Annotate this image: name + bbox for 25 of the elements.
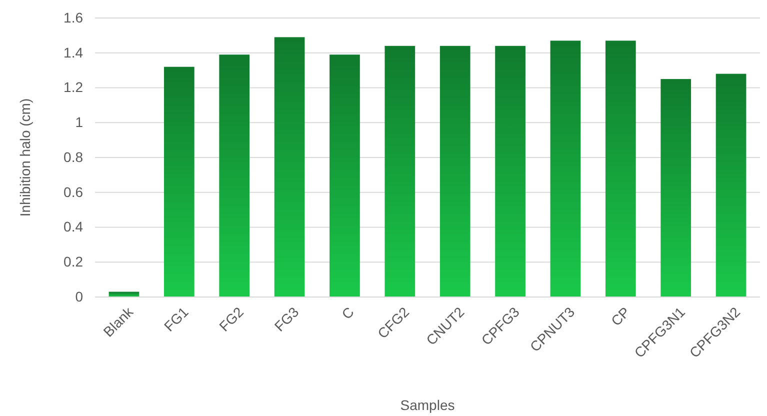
y-axis-title: Inhibition halo (cm) <box>17 98 33 217</box>
x-tick-label: C <box>338 304 357 322</box>
bar <box>716 74 746 297</box>
y-tick-label: 0.8 <box>64 148 84 165</box>
x-axis-title: Samples <box>400 397 455 413</box>
bar <box>440 46 470 297</box>
bar <box>660 79 692 297</box>
y-tick-label: 0.6 <box>64 184 84 200</box>
x-tick-label: CP <box>608 304 633 329</box>
y-tick-label: 0.4 <box>64 218 84 235</box>
bar <box>550 40 581 297</box>
y-tick-label: 1.2 <box>64 79 84 96</box>
x-tick-label: FG1 <box>160 304 192 334</box>
bar <box>495 46 526 297</box>
bar <box>384 46 416 297</box>
y-tick-label: 0.2 <box>64 254 84 270</box>
bar <box>219 54 250 297</box>
y-tick-label: 1 <box>75 114 84 130</box>
y-tick-label: 1.6 <box>64 9 84 26</box>
bar <box>605 40 636 297</box>
y-tick-label: 0 <box>75 288 84 304</box>
bar <box>330 54 360 297</box>
bar <box>164 66 194 297</box>
y-tick-label: 1.4 <box>64 44 84 60</box>
bar <box>274 37 305 297</box>
